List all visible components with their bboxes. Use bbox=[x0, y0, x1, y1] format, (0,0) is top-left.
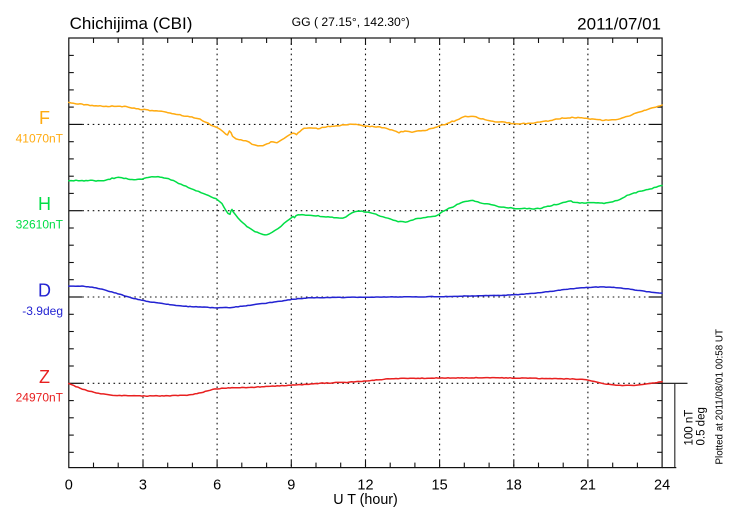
svg-text:32610nT: 32610nT bbox=[16, 218, 64, 232]
svg-text:Chichijima (CBI): Chichijima (CBI) bbox=[70, 14, 193, 33]
svg-text:18: 18 bbox=[506, 478, 522, 494]
svg-text:12: 12 bbox=[357, 478, 373, 494]
svg-text:Plotted at 2011/08/01 00:58 UT: Plotted at 2011/08/01 00:58 UT bbox=[715, 329, 726, 464]
svg-text:6: 6 bbox=[213, 478, 221, 494]
svg-text:Z: Z bbox=[39, 367, 50, 387]
svg-text:3: 3 bbox=[139, 478, 147, 494]
svg-text:41070nT: 41070nT bbox=[16, 131, 64, 145]
svg-text:21: 21 bbox=[580, 478, 596, 494]
svg-text:2011/07/01: 2011/07/01 bbox=[577, 15, 661, 34]
svg-text:U T (hour): U T (hour) bbox=[333, 492, 398, 508]
svg-text:-3.9deg: -3.9deg bbox=[22, 304, 63, 318]
svg-text:100 nT: 100 nT bbox=[684, 410, 696, 446]
svg-text:9: 9 bbox=[287, 478, 295, 494]
svg-text:H: H bbox=[38, 194, 51, 214]
svg-text:15: 15 bbox=[432, 478, 448, 494]
svg-text:GG ( 27.15°, 142.30°): GG ( 27.15°, 142.30°) bbox=[292, 15, 410, 29]
svg-text:0: 0 bbox=[65, 478, 73, 494]
svg-text:D: D bbox=[38, 281, 51, 301]
svg-text:F: F bbox=[39, 108, 50, 128]
svg-text:24: 24 bbox=[654, 478, 670, 494]
svg-text:0.5 deg: 0.5 deg bbox=[696, 407, 708, 445]
svg-text:24970nT: 24970nT bbox=[16, 390, 64, 404]
